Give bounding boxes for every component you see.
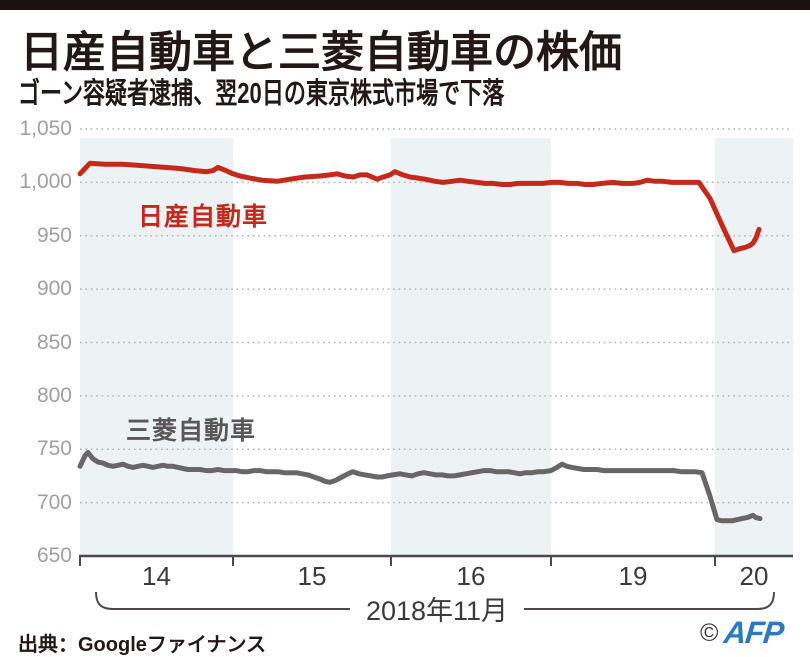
y-tick-label: 700	[36, 490, 72, 514]
top-black-bar	[0, 0, 810, 10]
x-tick-label: 20	[739, 561, 769, 591]
y-tick-label: 1,050	[19, 117, 72, 140]
afp-logo: © AFP	[700, 615, 786, 650]
y-tick-label: 650	[36, 544, 72, 567]
y-tick-label: 850	[36, 330, 72, 354]
day-band	[715, 138, 793, 556]
series-label-mitsubishi: 三菱自動車	[126, 417, 257, 445]
afp-wordmark: AFP	[722, 615, 786, 650]
y-tick-label: 900	[36, 277, 72, 301]
y-tick-label: 750	[36, 437, 72, 461]
series-line-nissan	[77, 160, 762, 254]
series-line-mitsubishi	[77, 450, 763, 524]
subtitle: ゴーン容疑者逮捕、翌20日の東京株式市場で下落	[18, 78, 505, 110]
y-tick-label: 800	[36, 383, 72, 407]
x-tick-label: 14	[142, 561, 171, 591]
copyright-icon: ©	[700, 619, 719, 647]
source-credit: 出典：Googleファイナンス	[18, 634, 267, 656]
y-tick-label: 950	[36, 223, 72, 247]
page-title: 日産自動車と三菱自動車の株価	[20, 29, 622, 77]
y-tick-label: 1,000	[19, 170, 72, 194]
series-label-nissan: 日産自動車	[138, 203, 269, 231]
day-band	[391, 138, 551, 556]
x-tick-label: 15	[297, 561, 327, 591]
x-axis-bracket	[95, 591, 775, 610]
x-tick-label: 16	[456, 561, 486, 591]
x-axis-title: 2018年11月	[365, 596, 509, 626]
day-band	[80, 138, 233, 556]
x-tick-label: 19	[618, 561, 648, 591]
